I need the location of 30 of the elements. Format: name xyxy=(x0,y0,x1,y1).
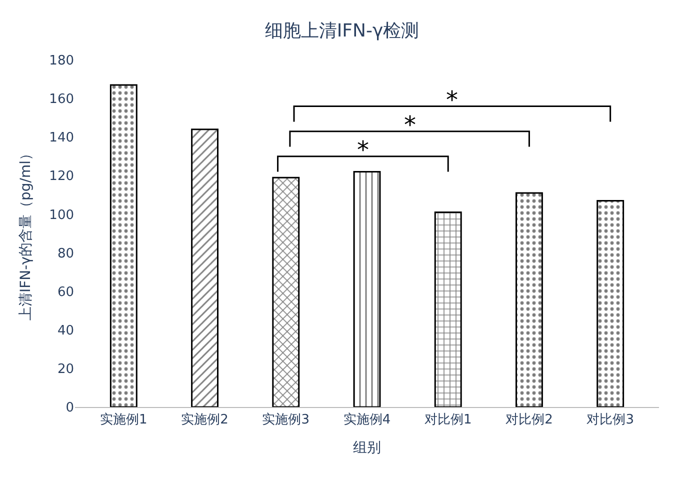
bar xyxy=(434,212,462,407)
bar xyxy=(596,200,624,407)
y-tick-label: 180 xyxy=(49,54,74,69)
x-tick-label: 对比例2 xyxy=(506,412,553,428)
y-tick-label: 20 xyxy=(57,362,74,377)
y-tick-label: 0 xyxy=(66,400,74,416)
x-tick-label: 实施例3 xyxy=(262,412,310,428)
annotation: * xyxy=(404,111,416,139)
y-tick-label: 100 xyxy=(49,208,74,223)
bar xyxy=(191,128,219,407)
annotation: * xyxy=(357,136,369,164)
x-tick-label: 实施例4 xyxy=(343,412,391,428)
x-tick-label: 实施例1 xyxy=(100,412,148,428)
y-tick-label: 120 xyxy=(49,169,74,184)
x-tick-label: 实施例2 xyxy=(181,412,228,428)
bar xyxy=(272,176,300,407)
x-axis-title: 组别 xyxy=(353,440,381,456)
y-axis-title: 上清IFN-γ的含量（pg/ml） xyxy=(18,146,34,321)
chart-title: 细胞上清IFN-γ检测 xyxy=(264,20,420,42)
bar xyxy=(110,84,138,407)
y-tick-label: 80 xyxy=(57,246,74,262)
y-tick-label: 40 xyxy=(57,323,74,338)
bar xyxy=(515,192,543,407)
y-tick-label: 60 xyxy=(57,284,74,300)
bar xyxy=(353,171,381,407)
x-tick-label: 对比例1 xyxy=(424,412,472,428)
y-tick-label: 160 xyxy=(49,92,74,108)
annotation: * xyxy=(446,86,458,114)
x-tick-label: 对比例3 xyxy=(586,412,634,428)
y-tick-label: 140 xyxy=(49,130,74,146)
